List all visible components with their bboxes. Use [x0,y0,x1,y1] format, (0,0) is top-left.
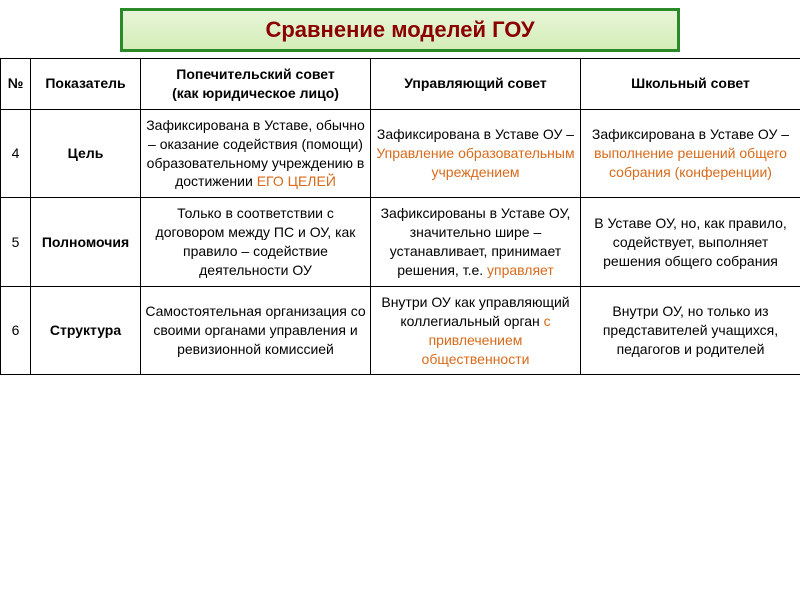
cell-num: 5 [1,198,31,287]
col-c: Школьный совет [581,59,800,110]
table-row: 4 Цель Зафиксирована в Уставе, обычно – … [1,109,800,198]
cell-a: Зафиксирована в Уставе, обычно – оказани… [141,109,371,198]
col-a-line2: (как юридическое лицо) [145,84,366,103]
col-a: Попечительский совет (как юридическое ли… [141,59,371,110]
page-title: Сравнение моделей ГОУ [120,8,680,52]
cell-indicator: Полномочия [31,198,141,287]
table-header-row: № Показатель Попечительский совет (как ю… [1,59,800,110]
cell-a: Самостоятельная организация со своими ор… [141,286,371,375]
cell-indicator: Цель [31,109,141,198]
cell-num: 6 [1,286,31,375]
cell-num: 4 [1,109,31,198]
cell-a: Только в соответствии с договором между … [141,198,371,287]
comparison-table: № Показатель Попечительский совет (как ю… [0,58,800,375]
table-row: 5 Полномочия Только в соответствии с дог… [1,198,800,287]
col-b: Управляющий совет [371,59,581,110]
col-a-line1: Попечительский совет [145,65,366,84]
cell-c: Зафиксирована в Уставе ОУ – выполнение р… [581,109,800,198]
cell-b: Зафиксирована в Уставе ОУ – Управление о… [371,109,581,198]
col-num: № [1,59,31,110]
cell-c: В Уставе ОУ, но, как правило, содействуе… [581,198,800,287]
table-row: 6 Структура Самостоятельная организация … [1,286,800,375]
cell-indicator: Структура [31,286,141,375]
cell-b: Зафиксированы в Уставе ОУ, значительно ш… [371,198,581,287]
cell-b: Внутри ОУ как управляющий коллегиальный … [371,286,581,375]
cell-c: Внутри ОУ, но только из представителей у… [581,286,800,375]
col-indicator: Показатель [31,59,141,110]
